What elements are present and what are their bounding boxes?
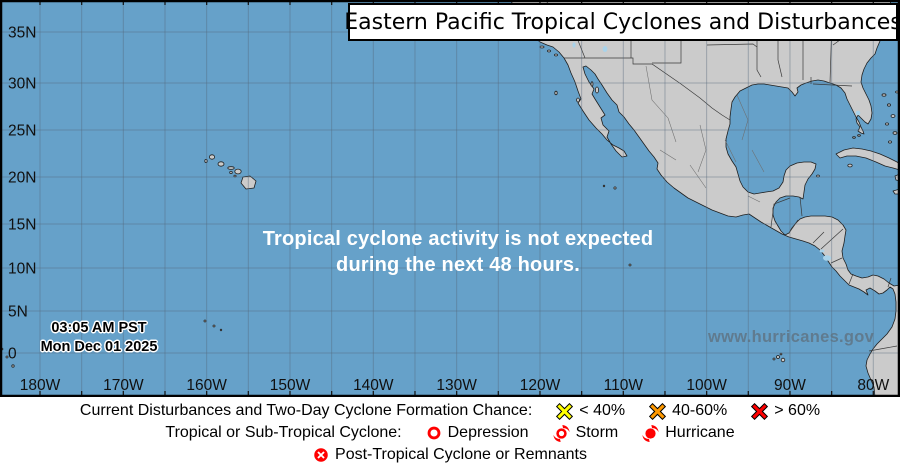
mexico-state-borders bbox=[645, 65, 765, 203]
yellow-x-icon bbox=[556, 402, 574, 420]
legend-item-high-chance: > 60% bbox=[751, 402, 820, 420]
legend-row-post-tropical: Post-Tropical Cyclone or Remnants bbox=[313, 445, 587, 466]
central-america-borders bbox=[770, 196, 898, 352]
longitude-label: 100W bbox=[686, 377, 727, 394]
latitude-label: 10N bbox=[8, 261, 36, 278]
hurricanes-gov-watermark: www.hurricanes.gov bbox=[708, 328, 875, 346]
depression-label: Depression bbox=[447, 424, 529, 441]
latitude-label: 25N bbox=[8, 123, 36, 140]
legend-panel: Current Disturbances and Two-Day Cyclone… bbox=[0, 397, 900, 469]
post-tropical-circle-x-icon bbox=[314, 448, 328, 462]
cuba-island bbox=[835, 147, 900, 171]
north-america-landmass bbox=[509, 0, 900, 397]
legend-row-formation-chance: Current Disturbances and Two-Day Cyclone… bbox=[80, 401, 820, 422]
legend-item-mid-chance: 40-60% bbox=[649, 402, 727, 420]
timestamp-time: 03:05 AM PST bbox=[51, 320, 147, 336]
longitude-label: 90W bbox=[774, 377, 806, 394]
latitude-label: 0 bbox=[8, 346, 17, 363]
longitude-label: 140W bbox=[353, 377, 394, 394]
galapagos-islands bbox=[772, 352, 786, 363]
hurricane-icon bbox=[642, 424, 659, 442]
mid-chance-label: 40-60% bbox=[672, 402, 728, 419]
low-chance-label: < 40% bbox=[579, 402, 626, 419]
tropical-storm-icon bbox=[552, 424, 570, 442]
orange-x-icon bbox=[649, 402, 667, 420]
longitude-label: 150W bbox=[270, 377, 311, 394]
axis-labels: 180W 170W 160W 150W 140W 130W 120W 110W 100W 90W 8… bbox=[8, 25, 890, 395]
legend-item-post-tropical: Post-Tropical Cyclone or Remnants bbox=[313, 446, 587, 464]
longitude-label: 160W bbox=[186, 377, 227, 394]
latitude-label: 20N bbox=[8, 170, 36, 187]
depression-circle-icon bbox=[427, 426, 441, 440]
bahamas-islands bbox=[847, 90, 899, 168]
longitude-label: 170W bbox=[103, 377, 144, 394]
minor-islands bbox=[0, 45, 861, 368]
lakes bbox=[572, 42, 861, 261]
longitude-label: 180W bbox=[20, 377, 61, 394]
legend-item-storm: Storm bbox=[552, 424, 619, 443]
high-chance-label: > 60% bbox=[774, 402, 821, 419]
storm-label: Storm bbox=[575, 424, 619, 441]
outlook-message-line1: Tropical cyclone activity is not expecte… bbox=[262, 228, 654, 250]
legend-item-depression: Depression bbox=[426, 424, 529, 442]
outlook-message-line2: during the next 48 hours. bbox=[336, 254, 580, 276]
longitude-label: 80W bbox=[857, 377, 889, 394]
latitude-label: 5N bbox=[8, 304, 28, 321]
map-title-box: Eastern Pacific Tropical Cyclones and Di… bbox=[344, 3, 900, 41]
legend-row-cyclone-types: Tropical or Sub-Tropical Cyclone: Depres… bbox=[165, 423, 735, 444]
timestamp-date: Mon Dec 01 2025 bbox=[40, 339, 158, 355]
pacific-basin-map: 180W 170W 160W 150W 140W 130W 120W 110W 100W 90W 8… bbox=[0, 0, 900, 397]
latitude-label: 15N bbox=[8, 217, 36, 234]
map-title: Eastern Pacific Tropical Cyclones and Di… bbox=[344, 9, 900, 35]
longitude-label: 110W bbox=[604, 377, 644, 394]
latitude-label: 35N bbox=[8, 25, 36, 42]
longitude-label: 130W bbox=[436, 377, 477, 394]
formation-chance-label: Current Disturbances and Two-Day Cyclone… bbox=[79, 402, 533, 419]
hurricane-label: Hurricane bbox=[665, 424, 735, 441]
legend-item-hurricane: Hurricane bbox=[642, 424, 735, 443]
cyclone-type-label: Tropical or Sub-Tropical Cyclone: bbox=[165, 424, 402, 441]
red-x-icon bbox=[751, 402, 769, 420]
legend-item-low-chance: < 40% bbox=[556, 402, 625, 420]
issuance-timestamp: 03:05 AM PST Mon Dec 01 2025 bbox=[24, 319, 174, 357]
latitude-label: 30N bbox=[8, 76, 36, 93]
hawaiian-islands bbox=[204, 154, 257, 190]
outlook-message: Tropical cyclone activity is not expecte… bbox=[228, 226, 688, 278]
map-frame bbox=[0, 0, 900, 397]
graticule-lines bbox=[0, 0, 900, 397]
post-tropical-label: Post-Tropical Cyclone or Remnants bbox=[335, 446, 587, 463]
longitude-label: 120W bbox=[520, 377, 561, 394]
